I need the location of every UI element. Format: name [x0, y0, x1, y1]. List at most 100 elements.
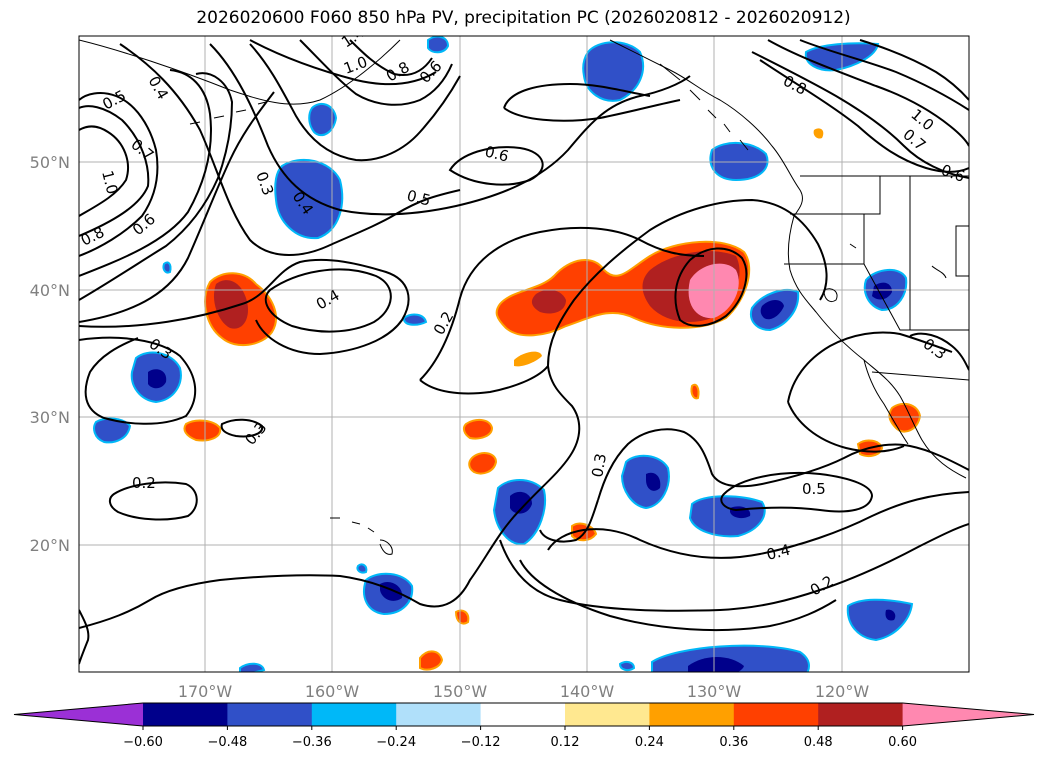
pv-contour-19	[419, 226, 705, 381]
precip-neg-area-17	[403, 313, 428, 326]
precip-neg-area-10-core	[510, 491, 532, 514]
pv-contour-22	[597, 428, 969, 501]
colorbar-tick-label: −0.48	[207, 735, 247, 750]
precip-neg-area-9	[93, 417, 132, 444]
contour-label: 0.6	[129, 210, 159, 239]
lat-label: 40°N	[30, 281, 70, 300]
lakes	[823, 243, 947, 303]
contour-label: 0.4	[145, 73, 173, 103]
pv-contour-38	[79, 609, 90, 665]
state-border-3	[863, 263, 969, 331]
longitude-labels: 170°W 160°W 150°W 140°W 130°W 120°W	[178, 682, 870, 701]
pv-contour-33	[759, 59, 969, 173]
precip-neg-area-15-core	[885, 609, 896, 621]
pv-contour-28	[503, 82, 651, 109]
precip-area-small-11	[813, 128, 824, 139]
colorbar-tick-label: −0.60	[123, 735, 163, 750]
precip-neg-area-19	[356, 563, 368, 574]
pv-contour-2	[79, 92, 159, 257]
precip-core-west	[213, 280, 249, 329]
border-us-mexico	[871, 371, 969, 381]
precip-neg-area-21	[162, 261, 172, 274]
contour-label: 0.6	[939, 161, 968, 186]
pv-contour-31	[767, 39, 969, 147]
lon-label: 140°W	[560, 682, 615, 701]
pv-contour-32	[799, 39, 969, 111]
pv-contour-1	[79, 72, 234, 301]
precip-area-small-10	[690, 383, 700, 400]
colorbar-segment	[649, 703, 735, 726]
pv-contour-20	[419, 365, 549, 395]
pv-contour-9	[249, 43, 461, 162]
pv-contour-29	[503, 99, 681, 122]
precip-area-small-5	[419, 650, 444, 671]
colorbar-segment	[733, 703, 819, 726]
pv-contour-25	[547, 491, 969, 559]
precip-neg-area-11	[620, 454, 670, 510]
pv-contour-27	[519, 559, 837, 632]
pv-contour-4	[79, 105, 150, 237]
colorbar-tick-label: −0.12	[461, 735, 501, 750]
precip-area-small-3	[468, 452, 498, 475]
contour-label: 0.3	[588, 452, 610, 479]
pv-contour-39	[249, 39, 437, 86]
state-border-1	[790, 176, 881, 215]
pv-contour-15	[79, 336, 197, 425]
contour-label: 0.5	[405, 186, 433, 209]
colorbar-segment	[143, 703, 228, 726]
pv-contour-10	[299, 39, 453, 106]
pv-contour-11	[349, 39, 433, 76]
precip-neg-area-1	[274, 158, 344, 240]
latitude-labels: 50°N 40°N 30°N 20°N	[30, 153, 70, 555]
colorbar-extend-max	[902, 703, 1034, 726]
precip-neg-area-8-core	[148, 369, 167, 389]
colorbar-tick-label: −0.36	[292, 735, 332, 750]
coastline-baja	[863, 359, 909, 445]
chart-title: 2026020600 F060 850 hPa PV, precipitatio…	[196, 8, 851, 28]
map-panel: 0.4 0.5 0.7 1.0 0.8 0.6 0.3 0.4 1.4 1.0 …	[79, 23, 969, 672]
precip-negative-areas	[93, 36, 914, 672]
precip-area-small-2	[462, 418, 494, 440]
colorbar: −0.60 −0.48 −0.36 −0.24 −0.12 0.12 0.24 0.36 0.4…	[13, 702, 1035, 750]
contour-label: 0.2	[430, 308, 458, 338]
contour-label: 0.2	[132, 474, 156, 492]
contour-label: 0.6	[483, 142, 511, 165]
coastline-alaska	[79, 39, 401, 105]
colorbar-segment	[818, 703, 904, 726]
precip-neg-area-2	[308, 102, 338, 137]
pv-contour-24	[720, 471, 874, 513]
colorbar-extend-min	[14, 703, 143, 726]
colorbar-tick-label: −0.24	[376, 735, 416, 750]
state-border-5	[955, 225, 969, 277]
pv-contour-21	[674, 247, 748, 327]
precip-area-small-9	[514, 351, 542, 367]
pv-contour-37	[909, 332, 969, 371]
pv-contour-35	[787, 331, 953, 403]
pv-contour-16	[220, 418, 264, 438]
lat-label: 50°N	[30, 153, 70, 172]
precip-neg-area-6-core	[760, 300, 784, 320]
contour-label: 0.3	[920, 335, 950, 364]
colorbar-tick-label: 0.36	[719, 735, 748, 750]
colorbar-segment	[396, 703, 482, 726]
pv-contour-18	[79, 198, 828, 629]
map-frame	[78, 35, 970, 673]
contour-label: 0.2	[807, 572, 837, 600]
lat-label: 30°N	[30, 408, 70, 427]
lon-label: 150°W	[433, 682, 488, 701]
islands-hawaii	[330, 517, 393, 555]
contour-label: 1.4	[338, 23, 368, 51]
pv-contour-17	[108, 481, 198, 521]
pv-contour-8	[209, 43, 691, 216]
precip-neg-area-16	[427, 36, 450, 54]
coastline-north-america	[609, 39, 967, 479]
colorbar-segment	[311, 703, 397, 726]
precip-area-small-1	[183, 419, 222, 442]
contour-label: 0.5	[802, 480, 826, 498]
precip-neg-area-14-core	[688, 657, 744, 672]
lon-label: 170°W	[178, 682, 233, 701]
colorbar-tick-label: 0.48	[804, 735, 833, 750]
precip-neg-area-4	[709, 142, 769, 182]
islands-bc	[659, 63, 749, 151]
